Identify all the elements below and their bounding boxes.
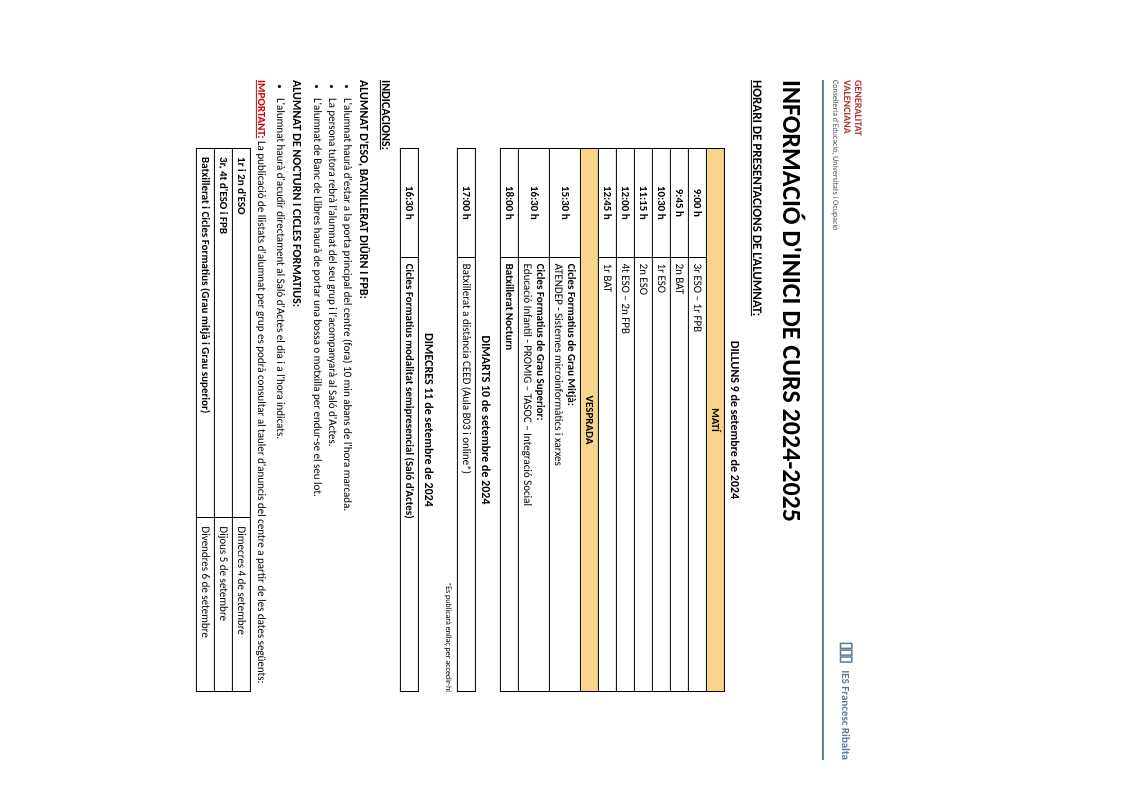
- time-cell: 12:45 h: [599, 149, 617, 258]
- group-cell: Cicles Formatius de Grau Mitjà:ATENDEP -…: [550, 257, 581, 691]
- table-row: 12:45 h1r BAT: [599, 149, 617, 692]
- document-page: GENERALITAT VALENCIANA Conselleria d'Edu…: [176, 40, 884, 800]
- group1-heading: ALUMNAT D'ESO, BATXILLERAT DIÜRN I FPB:: [356, 80, 370, 760]
- school-logo: ▯▯▯ IES Francesc Ribalta: [837, 641, 857, 760]
- group-cell: Cicles Formatius de Grau Superior:Educac…: [519, 257, 550, 691]
- table-row: 11:15 h2n ESO: [635, 149, 653, 692]
- date-cell: Dimecres 4 de setembre: [233, 518, 251, 692]
- table-row: 9:45 h2n BAT: [671, 149, 689, 692]
- table-row: 15:30 hCicles Formatius de Grau Mitjà:AT…: [550, 149, 581, 692]
- group-cell: Batxillerat i Cicles Formatius (Grau mit…: [197, 149, 215, 518]
- vesprada-header: VESPRADA: [581, 149, 599, 692]
- table-row: 10:30 h1r ESO: [653, 149, 671, 692]
- group-cell: 2n BAT: [671, 257, 689, 691]
- indications-heading: INDICACIONS:: [378, 80, 392, 760]
- day2-footnote: *Es publicarà enllaç per accedir-hi: [443, 148, 453, 692]
- gv-logo: GENERALITAT VALENCIANA Conselleria d'Edu…: [830, 80, 864, 230]
- time-cell: 10:30 h: [653, 149, 671, 258]
- day3-time: 16:30 h: [401, 149, 419, 258]
- group-cell: Batxillerat Nocturn: [501, 257, 519, 691]
- group-cell: 3r, 4t d'ESO i FPB: [215, 149, 233, 518]
- day3-heading: DIMECRES 11 de setembre de 2024: [421, 80, 435, 760]
- list-item: La persona tutora rebrà l'alumnat del se…: [326, 98, 339, 760]
- group2-list: L'alumnat haurà d'acudir directament al …: [274, 98, 287, 760]
- publication-table: 1r i 2n d'ESODimecres 4 de setembre3r, 4…: [196, 148, 251, 692]
- time-cell: 9:00 h: [689, 149, 707, 258]
- table-row: 18:00 hBatxillerat Nocturn: [501, 149, 519, 692]
- day2-table: 17:00 h Batxillerat a distància CEED (Au…: [457, 148, 476, 692]
- table-row: 9:00 h3r ESO – 1r FPB: [689, 149, 707, 692]
- group-cell: 1r i 2n d'ESO: [233, 149, 251, 518]
- gv-sub: Conselleria d'Educació, Universitats i O…: [830, 80, 840, 230]
- gv-line2: VALENCIANA: [841, 80, 854, 134]
- important-text: La publicació de llistats d'alumnat per …: [255, 141, 268, 684]
- day1-heading: DILLUNS 9 de setembre de 2024: [727, 80, 741, 760]
- building-icon: ▯▯▯: [837, 641, 856, 661]
- page-header: GENERALITAT VALENCIANA Conselleria d'Edu…: [822, 80, 864, 760]
- time-cell: 9:45 h: [671, 149, 689, 258]
- group-cell: 3r ESO – 1r FPB: [689, 257, 707, 691]
- day2-label: Batxillerat a distància CEED (Aula B03 i…: [458, 257, 476, 691]
- day2-time: 17:00 h: [458, 149, 476, 258]
- table-row: 3r, 4t d'ESO i FPBDijous 5 de setembre: [215, 149, 233, 692]
- time-cell: 16:30 h: [519, 149, 550, 258]
- school-name: IES Francesc Ribalta: [839, 670, 852, 760]
- important-keyword: IMPORTANT:: [255, 80, 268, 138]
- group1-list: L'alumnat haurà d'estar a la porta princ…: [311, 98, 354, 760]
- time-cell: 15:30 h: [550, 149, 581, 258]
- time-cell: 11:15 h: [635, 149, 653, 258]
- table-row: 16:30 hCicles Formatius de Grau Superior…: [519, 149, 550, 692]
- group-cell: 1r ESO: [653, 257, 671, 691]
- list-item: L'alumnat de Banc de Llibres haurà de po…: [311, 98, 324, 760]
- date-cell: Divendres 6 de setembre: [197, 518, 215, 692]
- group-cell: 4t ESO – 2n FPB: [617, 257, 635, 691]
- group2-heading: ALUMNAT DE NOCTURN I CICLES FORMATIUS:: [289, 80, 303, 760]
- page-title: INFORMACIÓ D'INICI DE CURS 2024-2025: [776, 80, 808, 760]
- list-item: L'alumnat haurà d'acudir directament al …: [274, 98, 287, 760]
- subtitle: HORARI DE PRESENTACIONS DE L'ALUMNAT:: [749, 80, 764, 760]
- group-cell: 2n ESO: [635, 257, 653, 691]
- day3-label: Cicles Formatius modalitat semipresencia…: [403, 264, 416, 519]
- group-cell: 1r BAT: [599, 257, 617, 691]
- table-row: Batxillerat i Cicles Formatius (Grau mit…: [197, 149, 215, 692]
- day2-heading: DIMARTS 10 de setembre de 2024: [478, 80, 492, 760]
- table-row: 1r i 2n d'ESODimecres 4 de setembre: [233, 149, 251, 692]
- day1-table: MATÍ 9:00 h3r ESO – 1r FPB9:45 h2n BAT10…: [500, 148, 725, 692]
- time-cell: 18:00 h: [501, 149, 519, 258]
- date-cell: Dijous 5 de setembre: [215, 518, 233, 692]
- table-row: 12:00 h4t ESO – 2n FPB: [617, 149, 635, 692]
- list-item: L'alumnat haurà d'estar a la porta princ…: [341, 98, 354, 760]
- mati-header: MATÍ: [707, 149, 725, 692]
- day3-table: 16:30 h Cicles Formatius modalitat semip…: [400, 148, 419, 692]
- time-cell: 12:00 h: [617, 149, 635, 258]
- important-note: IMPORTANT: La publicació de llistats d'a…: [255, 80, 268, 760]
